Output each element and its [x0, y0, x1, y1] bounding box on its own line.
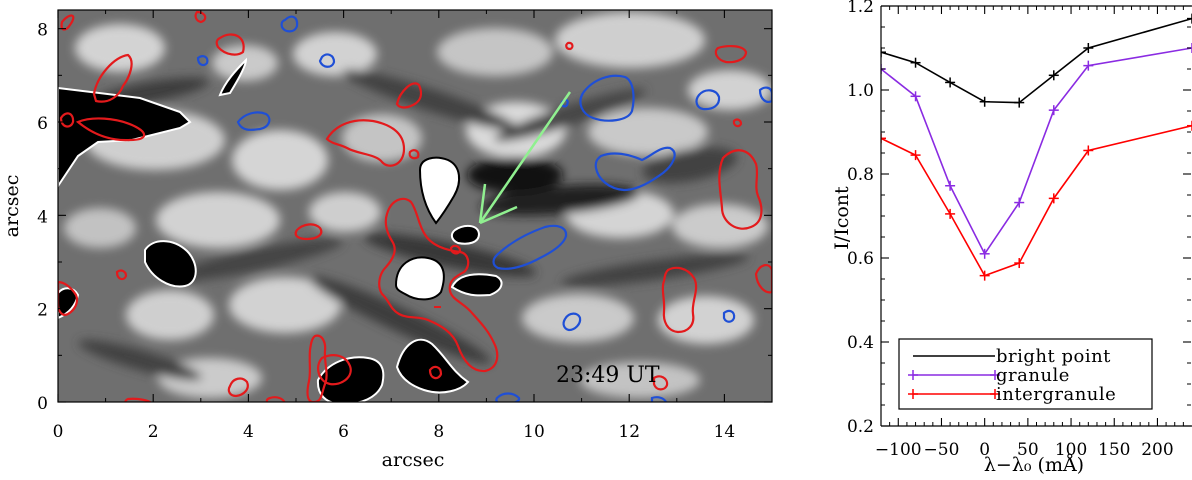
right-y-tick-label: 1.0 — [847, 81, 874, 101]
right-x-tick-label: 50 — [1017, 440, 1039, 460]
image-patches — [58, 57, 503, 402]
left-axis-labels: 0 2 4 6 8 10 12 14 0 2 4 6 8 — [37, 21, 735, 442]
patch-left-edge — [58, 86, 192, 188]
right-x-tick-label: 100 — [1055, 440, 1087, 460]
patch-right-black — [450, 273, 503, 297]
right-x-tick-label: 0 — [979, 440, 990, 460]
left-x-tick-label: 4 — [243, 422, 254, 442]
right-x-tick-label: −100 — [875, 440, 922, 460]
legend-label-intergranule: intergranule — [996, 384, 1116, 405]
left-y-tick-label: 8 — [37, 21, 48, 41]
right-y-tick-label: 0.6 — [847, 249, 874, 269]
patch-lower-center-right — [395, 338, 470, 394]
arrow-shaft — [478, 91, 572, 224]
left-panel: 23:49 UT 0 2 4 6 8 10 12 14 0 2 4 6 8 arcsec arcsec — [1, 9, 773, 471]
left-y-tick-label: 6 — [37, 114, 48, 134]
patch-white-ring — [394, 256, 445, 301]
image-region: 23:49 UT — [58, 10, 772, 402]
patch-large-white — [418, 156, 461, 225]
series-line-intergranule — [881, 124, 1192, 277]
chart-series-group — [881, 13, 1192, 281]
blue-contours — [196, 15, 772, 402]
arrow-head-left — [478, 183, 487, 224]
left-axis-ticks — [57, 10, 773, 403]
right-x-tick-label: 200 — [1141, 440, 1173, 460]
left-plot-frame — [57, 9, 773, 403]
timestamp-label: 23:49 UT — [556, 363, 660, 388]
arrow-head-right — [479, 205, 518, 225]
right-y-axis-title: I/Icont — [831, 186, 853, 250]
patch-small-black — [450, 224, 481, 245]
right-x-axis-title: λ−λ₀ (mÅ) — [984, 454, 1084, 476]
highlight-arrow — [478, 91, 572, 225]
left-x-tick-label: 10 — [523, 422, 545, 442]
right-y-tick-label: 0.4 — [847, 333, 874, 353]
right-panel: −100 −50 0 50 100 150 200 0.2 0.4 0.6 0.8 1.0 1.2 λ−… — [831, 0, 1192, 476]
left-x-tick-label: 2 — [148, 422, 159, 442]
legend-box — [898, 338, 1153, 410]
left-x-tick-label: 0 — [53, 422, 64, 442]
right-y-tick-label: 0.8 — [847, 165, 874, 185]
left-x-tick-label: 8 — [433, 422, 444, 442]
patch-small-streak — [218, 57, 248, 97]
legend-label-granule: granule — [996, 365, 1070, 386]
right-y-tick-label: 1.2 — [847, 0, 874, 17]
left-x-axis-title: arcsec — [382, 449, 445, 471]
right-x-tick-label: −50 — [924, 440, 960, 460]
left-x-tick-label: 14 — [714, 422, 736, 442]
left-y-axis-title: arcsec — [1, 175, 23, 238]
right-axis-ticks — [881, 5, 1191, 427]
right-x-tick-label: 150 — [1098, 440, 1130, 460]
patch-left-middle — [144, 240, 197, 288]
right-y-tick-label: 0.2 — [847, 417, 874, 437]
left-x-tick-label: 12 — [618, 422, 640, 442]
series-line-granule — [881, 47, 1192, 256]
legend-label-bright-point: bright point — [996, 346, 1111, 367]
left-y-tick-label: 0 — [37, 394, 48, 414]
left-y-tick-label: 2 — [37, 301, 48, 321]
right-axis-labels: −100 −50 0 50 100 150 200 0.2 0.4 0.6 0.8 1.0 1.2 — [847, 0, 1174, 460]
left-y-tick-label: 4 — [37, 207, 48, 227]
red-contours — [58, 10, 772, 402]
patch-lower-center-left — [316, 356, 385, 402]
left-x-tick-label: 6 — [338, 422, 349, 442]
series-line-bright-point — [881, 17, 1192, 104]
